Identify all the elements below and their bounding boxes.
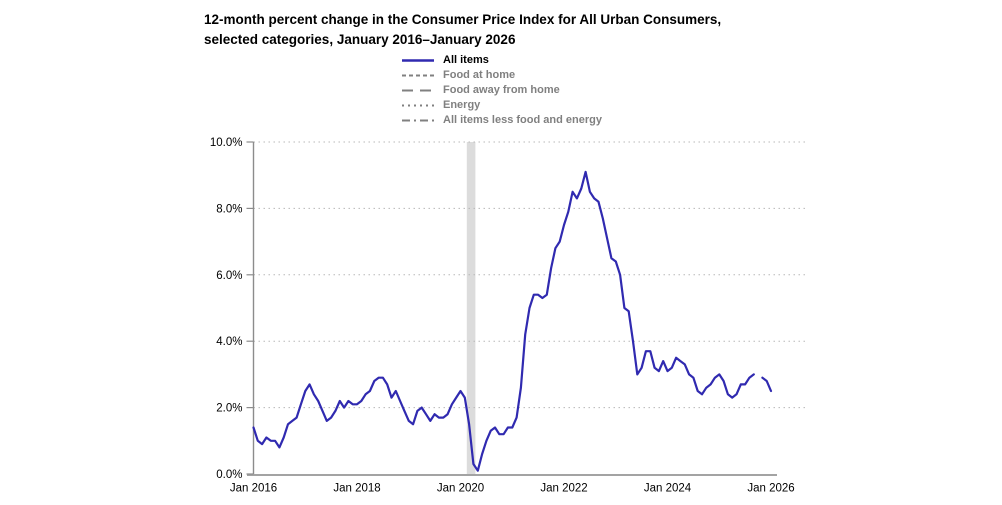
legend-line-sample-icon — [402, 89, 434, 92]
legend-line-sample-icon — [402, 74, 434, 77]
x-axis-label: Jan 2024 — [644, 483, 692, 495]
y-axis-label: 10.0% — [210, 137, 243, 149]
legend-label: Energy — [443, 99, 481, 111]
y-axis-label: 8.0% — [216, 203, 242, 215]
x-axis-label: Jan 2026 — [747, 483, 794, 495]
x-axis-label: Jan 2020 — [437, 483, 484, 495]
legend-label: All items — [443, 54, 489, 66]
x-axis-label: Jan 2016 — [230, 483, 277, 495]
y-axis-label: 4.0% — [216, 336, 242, 348]
legend-item-energy[interactable]: Energy — [400, 98, 602, 113]
chart-title: 12-month percent change in the Consumer … — [204, 12, 722, 47]
legend-line-sample-icon — [402, 119, 434, 122]
x-axis-label: Jan 2018 — [333, 483, 380, 495]
legend-item-food-away-from-home[interactable]: Food away from home — [400, 83, 602, 98]
legend-line-sample-icon — [402, 59, 434, 62]
legend-label: Food at home — [443, 69, 516, 81]
legend-label: All items less food and energy — [443, 114, 602, 126]
legend: All items Food at home Food away from home… — [400, 53, 602, 128]
recession-band — [466, 142, 476, 474]
y-axis-label: 2.0% — [216, 403, 242, 415]
y-axis-label: 6.0% — [216, 270, 242, 282]
legend-item-all-items-less-food-and-energy[interactable]: All items less food and energy — [400, 113, 602, 128]
y-axis-label: 0.0% — [216, 469, 242, 481]
legend-item-food-at-home[interactable]: Food at home — [400, 68, 602, 83]
legend-label: Food away from home — [443, 84, 560, 96]
x-axis-label: Jan 2022 — [540, 483, 587, 495]
all-items-series-line — [252, 170, 773, 472]
legend-item-all-items[interactable]: All items — [400, 53, 602, 68]
